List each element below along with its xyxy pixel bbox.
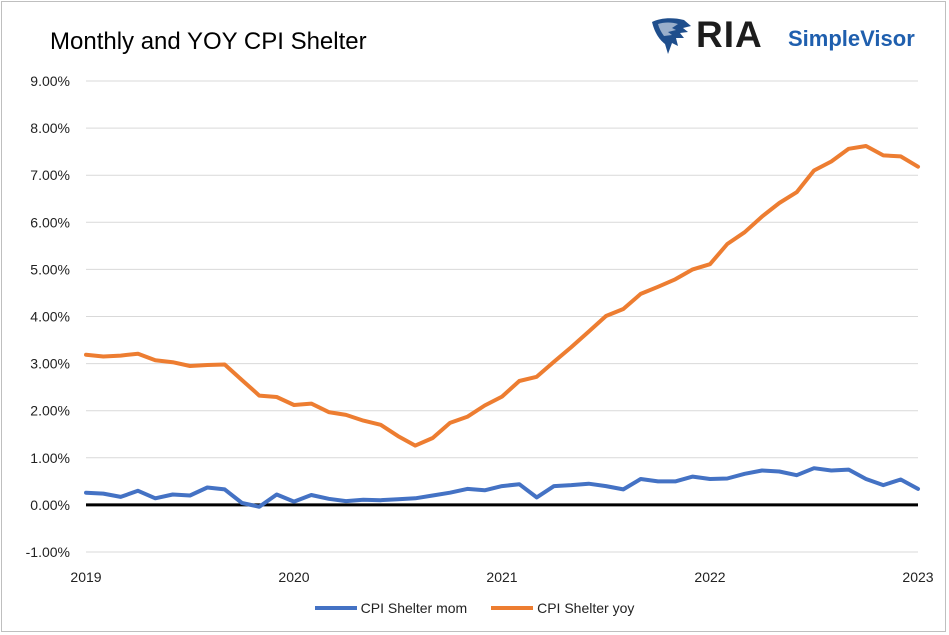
y-tick-label: 5.00% [30, 261, 70, 277]
y-tick-label: 3.00% [30, 356, 70, 372]
x-axis: 2019 2020 2021 2022 2023 [70, 569, 933, 585]
brand-name: RIA [696, 14, 763, 55]
legend-swatch-yoy [491, 606, 534, 610]
y-tick-label: 9.00% [30, 73, 70, 89]
legend-label-yoy: CPI Shelter yoy [537, 600, 635, 616]
y-tick-label: 8.00% [30, 120, 70, 136]
legend: CPI Shelter mom CPI Shelter yoy [0, 597, 949, 616]
y-tick-label: 2.00% [30, 403, 70, 419]
y-tick-label: 4.00% [30, 309, 70, 325]
y-tick-label: 7.00% [30, 167, 70, 183]
chart-title: Monthly and YOY CPI Shelter [50, 28, 367, 55]
x-tick-label: 2019 [70, 569, 101, 585]
series-line-yoy [84, 144, 920, 448]
legend-item-yoy: CPI Shelter yoy [491, 600, 634, 616]
y-tick-label: 0.00% [30, 497, 70, 513]
x-tick-label: 2022 [694, 569, 725, 585]
legend-item-mom: CPI Shelter mom [314, 600, 468, 616]
series-group [84, 144, 920, 509]
brand-product: SimpleVisor [788, 26, 915, 51]
legend-swatch-mom [314, 606, 357, 610]
y-axis: 9.00% 8.00% 7.00% 6.00% 5.00% 4.00% 3.00% 2.00%… [26, 73, 70, 560]
x-tick-label: 2020 [278, 569, 309, 585]
y-tick-label: 6.00% [30, 214, 70, 230]
eagle-icon [652, 18, 691, 54]
brand-logo: RIA SimpleVisor [650, 14, 940, 58]
series-line-mom [84, 466, 920, 509]
x-tick-label: 2023 [902, 569, 933, 585]
y-tick-label: 1.00% [30, 450, 70, 466]
legend-label-mom: CPI Shelter mom [360, 600, 468, 616]
y-tick-label: -1.00% [26, 544, 70, 560]
gridlines [86, 80, 918, 553]
x-tick-label: 2021 [486, 569, 517, 585]
